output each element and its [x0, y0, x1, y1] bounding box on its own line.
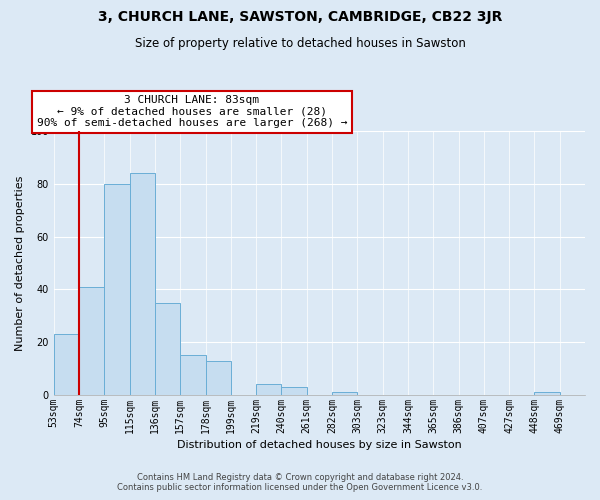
Bar	[332, 392, 358, 395]
Text: Size of property relative to detached houses in Sawston: Size of property relative to detached ho…	[134, 38, 466, 51]
Text: Contains HM Land Registry data © Crown copyright and database right 2024.
Contai: Contains HM Land Registry data © Crown c…	[118, 473, 482, 492]
Bar	[155, 302, 180, 395]
Bar	[54, 334, 79, 395]
Bar	[180, 356, 206, 395]
Bar	[281, 387, 307, 395]
Text: 3, CHURCH LANE, SAWSTON, CAMBRIDGE, CB22 3JR: 3, CHURCH LANE, SAWSTON, CAMBRIDGE, CB22…	[98, 10, 502, 24]
Bar	[535, 392, 560, 395]
Text: 3 CHURCH LANE: 83sqm
← 9% of detached houses are smaller (28)
90% of semi-detach: 3 CHURCH LANE: 83sqm ← 9% of detached ho…	[37, 95, 347, 128]
Y-axis label: Number of detached properties: Number of detached properties	[15, 176, 25, 350]
Bar	[256, 384, 281, 395]
Bar	[79, 287, 104, 395]
Bar	[104, 184, 130, 395]
X-axis label: Distribution of detached houses by size in Sawston: Distribution of detached houses by size …	[177, 440, 462, 450]
Bar	[130, 174, 155, 395]
Bar	[206, 360, 231, 395]
